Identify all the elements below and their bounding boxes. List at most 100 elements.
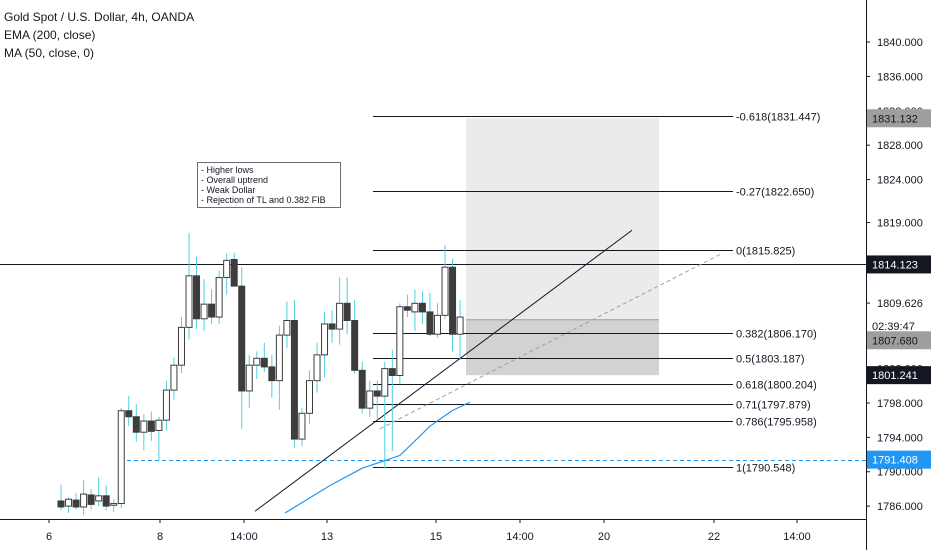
note-line: - Higher lows bbox=[201, 165, 254, 175]
target-zone bbox=[466, 118, 659, 320]
candle-up bbox=[381, 368, 389, 397]
candle-up bbox=[95, 495, 103, 502]
price-tag-box bbox=[867, 255, 931, 274]
candle-down bbox=[290, 319, 298, 440]
drawn-lines[interactable] bbox=[0, 229, 866, 512]
text-note-box[interactable]: - Higher lows - Overall uptrend - Weak D… bbox=[197, 162, 341, 208]
price-tag-label: 1814.123 bbox=[872, 259, 918, 271]
candle-up bbox=[313, 354, 321, 382]
candle-down bbox=[426, 311, 434, 335]
long-position-tool[interactable] bbox=[466, 118, 659, 376]
fib-level-label: 0.786(1795.958) bbox=[736, 417, 817, 429]
note-line: - Rejection of TL and 0.382 FIB bbox=[201, 195, 326, 205]
candle-down bbox=[351, 319, 359, 371]
fib-level-label: 0(1815.825) bbox=[736, 246, 795, 258]
candle-up bbox=[155, 419, 163, 431]
candle-down bbox=[132, 416, 140, 433]
y-tick-label: 1840.000 bbox=[877, 37, 923, 49]
candles[interactable] bbox=[57, 232, 464, 515]
candle-down bbox=[343, 302, 351, 321]
candle-up bbox=[321, 323, 329, 356]
x-tick-label: 14:00 bbox=[506, 531, 534, 543]
trendline bbox=[254, 229, 633, 512]
fib-level-label: 0.5(1803.187) bbox=[736, 354, 805, 366]
candle-up bbox=[283, 319, 291, 336]
price-tag-label: 1831.132 bbox=[872, 113, 918, 125]
candle-down bbox=[102, 495, 110, 507]
x-tick-label: 15 bbox=[430, 531, 442, 543]
candle-up bbox=[434, 314, 441, 335]
note-line: - Weak Dollar bbox=[201, 185, 256, 195]
candle-down bbox=[388, 368, 396, 376]
price-tag-box bbox=[867, 366, 931, 385]
candle-down bbox=[449, 266, 457, 335]
indicator-ma-label: MA (50, close, 0) bbox=[4, 46, 95, 60]
candle-down bbox=[358, 369, 366, 409]
candle-down bbox=[87, 494, 95, 505]
y-tick-label: 1794.000 bbox=[877, 432, 923, 444]
candle-up bbox=[336, 302, 344, 330]
price-tag-box bbox=[867, 331, 931, 350]
candle-up bbox=[456, 316, 464, 335]
y-tick-label: 1836.000 bbox=[877, 71, 923, 83]
candle-down bbox=[260, 357, 268, 368]
price-tag-box bbox=[867, 450, 931, 469]
candle-up bbox=[170, 364, 178, 391]
candle-up bbox=[140, 420, 148, 433]
fib-level-label: 0.382(1806.170) bbox=[736, 329, 817, 341]
fib-level-label: 1(1790.548) bbox=[736, 463, 795, 475]
candle-down bbox=[57, 500, 65, 508]
candle-down bbox=[328, 323, 336, 330]
candle-up bbox=[253, 357, 261, 366]
chart-title: Gold Spot / U.S. Dollar, 4h, OANDA bbox=[4, 10, 195, 24]
candle-up bbox=[441, 266, 449, 316]
indicator-ema-label: EMA (200, close) bbox=[4, 28, 96, 42]
candle-down bbox=[230, 258, 238, 287]
fib-level-label: -0.27(1822.650) bbox=[736, 187, 814, 199]
price-tag-box bbox=[867, 317, 931, 336]
candle-down bbox=[147, 420, 155, 432]
y-tick-label: 1819.000 bbox=[877, 218, 923, 230]
candle-up bbox=[366, 390, 374, 409]
candle-up bbox=[245, 364, 253, 392]
x-tick-label: 14:00 bbox=[783, 531, 811, 543]
y-tick-label: 1786.000 bbox=[877, 501, 923, 513]
x-tick-label: 14:00 bbox=[230, 531, 258, 543]
candle-down bbox=[268, 366, 276, 382]
candle-down bbox=[418, 302, 426, 313]
price-tag-label: 1801.241 bbox=[872, 370, 918, 382]
candle-down bbox=[72, 499, 80, 508]
x-tick-label: 20 bbox=[598, 531, 610, 543]
candle-up bbox=[298, 412, 306, 440]
ema-200-polyline bbox=[284, 401, 471, 514]
candle-down bbox=[193, 275, 201, 320]
candle-up bbox=[117, 410, 125, 505]
candle-up bbox=[396, 306, 404, 376]
trendline-extension bbox=[379, 253, 723, 430]
candle-up bbox=[411, 302, 419, 313]
x-tick-label: 22 bbox=[708, 531, 720, 543]
price-tag-label: 02:39:47 bbox=[872, 321, 915, 333]
candle-up bbox=[305, 380, 313, 414]
candle-up bbox=[65, 498, 73, 507]
fib-level-label: -0.618(1831.447) bbox=[736, 112, 820, 124]
candle-down bbox=[125, 410, 133, 418]
x-tick-label: 8 bbox=[157, 531, 163, 543]
candle-down bbox=[238, 285, 246, 392]
y-tick-label: 1809.626 bbox=[877, 298, 923, 310]
candle-up bbox=[185, 275, 193, 328]
candle-up bbox=[223, 259, 231, 279]
candle-up bbox=[177, 326, 185, 366]
fib-retracement[interactable]: -0.618(1831.447) -0.27(1822.650) 0(1815.82… bbox=[373, 112, 820, 475]
y-tick-label: 1798.000 bbox=[877, 398, 923, 410]
ema-200-line bbox=[284, 401, 471, 514]
note-line: - Overall uptrend bbox=[201, 175, 269, 185]
candle-down bbox=[373, 390, 381, 397]
candle-up bbox=[200, 303, 208, 320]
x-tick-label: 6 bbox=[46, 531, 52, 543]
candle-up bbox=[80, 493, 88, 508]
chart-header: Gold Spot / U.S. Dollar, 4h, OANDA EMA (… bbox=[4, 8, 194, 62]
fib-level-label: 0.71(1797.879) bbox=[736, 400, 811, 412]
